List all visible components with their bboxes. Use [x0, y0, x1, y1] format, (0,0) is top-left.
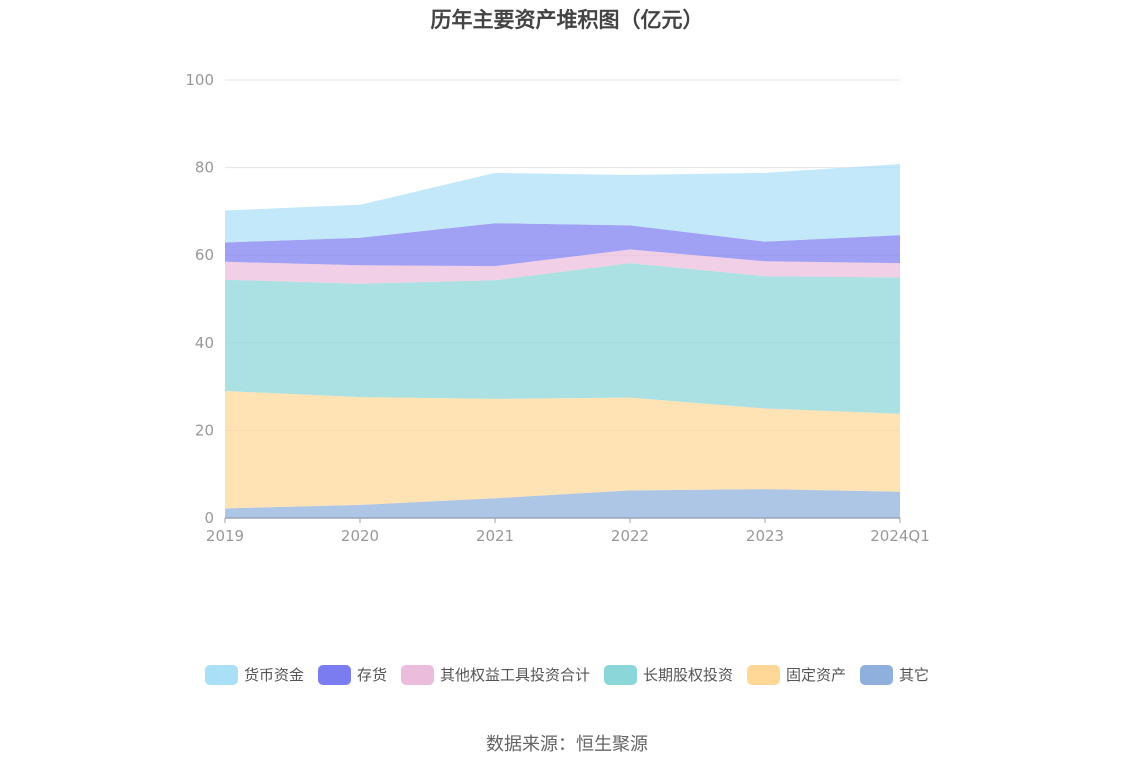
y-tick-label: 100 — [185, 71, 214, 89]
area-series — [225, 164, 900, 518]
area-长期股权投资 — [225, 263, 900, 414]
legend-item[interactable]: 货币资金 — [204, 664, 304, 685]
chart-title: 历年主要资产堆积图（亿元） — [430, 8, 704, 32]
legend-item[interactable]: 固定资产 — [747, 664, 846, 685]
area-固定资产 — [225, 391, 900, 509]
legend-item[interactable]: 其他权益工具投资合计 — [400, 664, 590, 685]
legend-item[interactable]: 存货 — [317, 664, 387, 685]
y-tick-label: 0 — [204, 509, 214, 527]
legend-item[interactable]: 其它 — [860, 664, 929, 685]
legend-swatch — [317, 664, 351, 685]
legend-swatch — [860, 664, 894, 685]
legend-item[interactable]: 长期股权投资 — [604, 664, 733, 685]
legend-swatch — [204, 664, 238, 685]
y-tick-label: 40 — [195, 334, 214, 352]
legend-swatch — [747, 664, 781, 685]
legend: 货币资金 存货 其他权益工具投资合计 长期股权投资 固定资产 其它 — [0, 664, 1134, 685]
x-tick-label: 2019 — [206, 527, 244, 545]
legend-swatch — [604, 664, 637, 685]
source-note: 数据来源：恒生聚源 — [486, 734, 648, 755]
x-tick-label: 2024Q1 — [870, 527, 930, 545]
y-tick-label: 20 — [195, 421, 214, 439]
legend-label: 固定资产 — [786, 666, 847, 684]
legend-label: 长期股权投资 — [643, 666, 734, 684]
area-其它 — [225, 489, 900, 518]
area-货币资金 — [225, 164, 900, 243]
x-tick-label: 2020 — [341, 527, 379, 545]
legend-label: 货币资金 — [243, 666, 304, 684]
legend-label: 存货 — [356, 666, 387, 684]
y-tick-label: 80 — [195, 159, 214, 177]
legend-swatch — [400, 664, 434, 685]
x-tick-label: 2023 — [746, 527, 784, 545]
y-tick-label: 60 — [195, 246, 214, 264]
legend-label: 其他权益工具投资合计 — [439, 666, 590, 684]
x-tick-label: 2021 — [476, 527, 514, 545]
area-其他权益工具投资合计 — [225, 249, 900, 284]
legend-label: 其它 — [899, 666, 930, 684]
axes: 0 20 40 60 80 100 2019 2020 2021 2022 2023 2024Q1 — [185, 71, 929, 545]
x-tick-label: 2022 — [611, 527, 649, 545]
area-存货 — [225, 223, 900, 267]
